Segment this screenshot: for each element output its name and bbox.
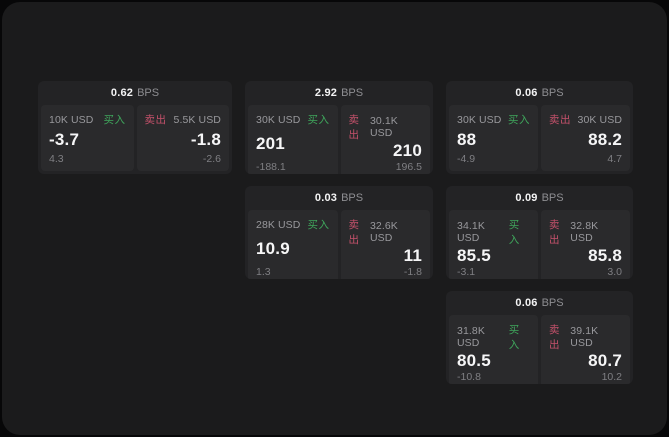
buy-side-label: 买入 [508,114,530,126]
sell-quote-panel[interactable]: 卖出 30.1K USD 210 196.5 [340,105,430,174]
buy-change: -188.1 [256,160,286,173]
bps-unit-label: BPS [341,192,364,204]
buy-side-label: 买入 [508,219,520,246]
sell-notional-amount: 5.5K USD [173,113,221,126]
buy-notional-amount: 28K USD [256,218,301,231]
buy-quote-panel[interactable]: 28K USD 买入 10.9 1.3 [248,210,338,279]
sell-quote-panel[interactable]: 卖出 39.1K USD 80.7 10.2 [541,315,630,384]
buy-price: 85.5 [457,246,491,265]
card-body: 10K USD 买入 -3.7 4.3 卖出 5.5K USD -1.8 -2.… [38,105,232,174]
buy-quote-panel[interactable]: 34.1K USD 买入 85.5 -3.1 [449,210,538,279]
buy-change: 1.3 [256,265,271,278]
buy-quote-panel[interactable]: 30K USD 买入 88 -4.9 [449,105,538,171]
buy-price: 88 [457,129,477,149]
card-body: 34.1K USD 买入 85.5 -3.1 卖出 32.8K USD 85.8… [446,210,633,279]
sell-side-label: 卖出 [549,219,560,246]
card-header: 0.06 BPS [446,291,633,315]
quote-card: 0.03 BPS 28K USD 买入 10.9 1.3 卖出 32.6K US… [245,186,433,279]
buy-quote-panel[interactable]: 10K USD 买入 -3.7 4.3 [41,105,134,171]
buy-side-label: 买入 [307,114,330,126]
sell-notional-amount: 30.1K USD [369,115,398,139]
sell-quote-panel[interactable]: 卖出 5.5K USD -1.8 -2.6 [136,105,229,171]
bps-unit-label: BPS [541,87,564,99]
buy-change: 4.3 [49,153,64,165]
sell-quote-panel[interactable]: 卖出 32.8K USD 85.8 3.0 [541,210,630,279]
buy-side-label: 买入 [508,324,520,351]
sell-side-label: 卖出 [549,114,571,126]
sell-change: 4.7 [607,153,622,165]
card-body: 31.8K USD 买入 80.5 -10.8 卖出 39.1K USD 80.… [446,315,633,384]
spread-value: 0.03 [314,192,338,204]
sell-change: -1.8 [403,265,422,278]
sell-price: 210 [393,141,422,160]
sell-quote-panel[interactable]: 卖出 30K USD 88.2 4.7 [541,105,630,171]
buy-price: -3.7 [49,129,80,149]
spread-value: 2.92 [314,87,338,99]
sell-side-label: 卖出 [348,219,360,246]
sell-change: -2.6 [202,153,221,165]
sell-side-label: 卖出 [348,114,360,141]
spread-value: 0.62 [110,87,134,99]
buy-quote-panel[interactable]: 31.8K USD 买入 80.5 -10.8 [449,315,538,384]
card-header: 0.62 BPS [38,81,232,105]
sell-quote-panel[interactable]: 卖出 32.6K USD 11 -1.8 [340,210,430,279]
sell-price: 85.8 [588,246,622,265]
buy-notional-amount: 34.1K USD [457,220,485,244]
buy-quote-panel[interactable]: 30K USD 买入 201 -188.1 [248,105,338,174]
bps-unit-label: BPS [137,87,160,99]
sell-side-label: 卖出 [549,324,560,351]
card-body: 30K USD 买入 88 -4.9 卖出 30K USD 88.2 4.7 [446,105,633,174]
buy-change: -3.1 [457,265,476,278]
sell-notional-amount: 39.1K USD [570,325,599,349]
spread-value: 0.06 [515,297,538,309]
bps-unit-label: BPS [541,192,564,204]
quote-grid: 0.62 BPS 10K USD 买入 -3.7 4.3 卖出 5.5K USD… [38,81,633,384]
quote-card: 0.09 BPS 34.1K USD 买入 85.5 -3.1 卖出 32.8K… [446,186,633,279]
buy-price: 201 [256,133,285,153]
card-header: 0.06 BPS [446,81,633,105]
buy-side-label: 买入 [307,219,330,231]
sell-change: 196.5 [395,160,422,173]
buy-change: -4.9 [457,153,476,165]
sell-price: 80.7 [588,351,622,370]
sell-price: 88.2 [588,129,622,149]
buy-side-label: 买入 [103,114,126,126]
buy-notional-amount: 30K USD [256,113,301,126]
sell-notional-amount: 32.6K USD [369,220,398,244]
quote-card: 2.92 BPS 30K USD 买入 201 -188.1 卖出 30.1K … [245,81,433,174]
sell-notional-amount: 32.8K USD [570,220,599,244]
sell-price: -1.8 [190,129,221,149]
card-header: 0.03 BPS [245,186,433,210]
buy-price: 80.5 [457,351,491,370]
buy-notional-amount: 10K USD [49,113,94,126]
quote-card: 0.06 BPS 30K USD 买入 88 -4.9 卖出 30K USD 8… [446,81,633,174]
sell-price: 11 [403,246,422,265]
spread-value: 0.09 [515,192,538,204]
quote-card: 0.62 BPS 10K USD 买入 -3.7 4.3 卖出 5.5K USD… [38,81,232,174]
bps-unit-label: BPS [541,297,564,309]
buy-notional-amount: 30K USD [457,113,502,126]
card-header: 0.09 BPS [446,186,633,210]
buy-notional-amount: 31.8K USD [457,325,485,349]
quote-card: 0.06 BPS 31.8K USD 买入 80.5 -10.8 卖出 39.1… [446,291,633,384]
buy-change: -10.8 [457,370,481,383]
card-body: 28K USD 买入 10.9 1.3 卖出 32.6K USD 11 -1.8 [245,210,433,279]
card-body: 30K USD 买入 201 -188.1 卖出 30.1K USD 210 1… [245,105,433,174]
sell-change: 3.0 [607,265,622,278]
card-header: 2.92 BPS [245,81,433,105]
sell-change: 10.2 [601,370,622,383]
buy-price: 10.9 [256,238,290,258]
spread-value: 0.06 [515,87,538,99]
sell-notional-amount: 30K USD [577,113,622,126]
bps-unit-label: BPS [341,87,364,99]
sell-side-label: 卖出 [144,114,167,126]
